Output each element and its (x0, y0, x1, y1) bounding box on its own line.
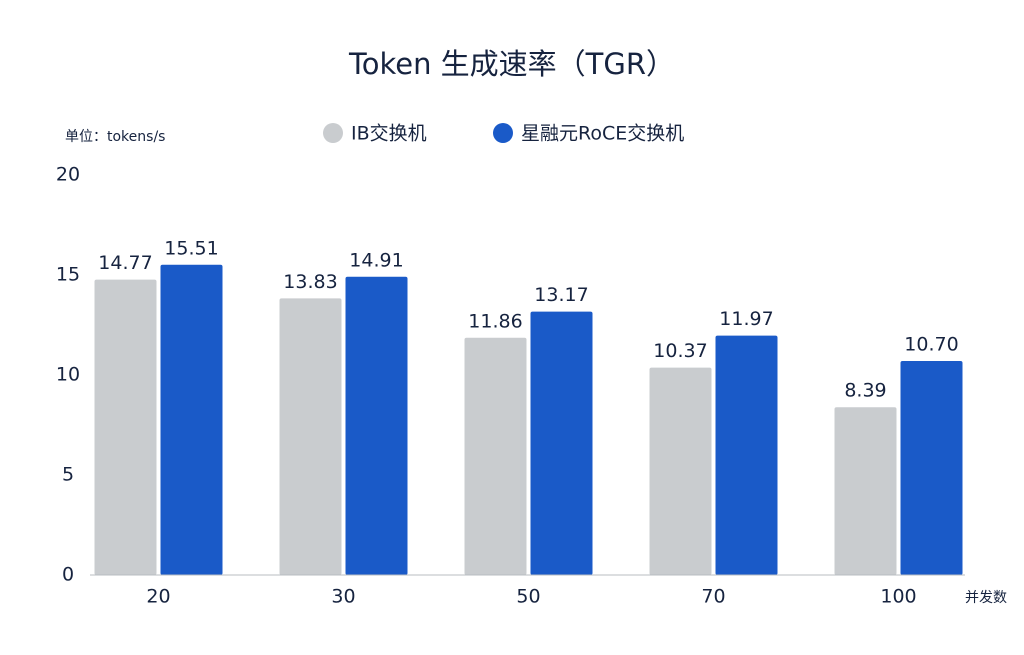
value-label: 15.51 (164, 237, 218, 259)
legend-swatch (493, 123, 513, 143)
value-label: 13.17 (534, 284, 588, 306)
y-tick-label: 15 (56, 264, 80, 286)
bar (279, 298, 342, 575)
chart-title: Token 生成速率（TGR） (348, 47, 675, 81)
y-tick-label: 20 (56, 164, 80, 186)
x-tick-label: 30 (331, 586, 355, 608)
value-label: 11.86 (468, 310, 522, 332)
y-tick-label: 10 (56, 364, 80, 386)
y-tick-label: 0 (62, 564, 74, 586)
value-label: 11.97 (719, 308, 773, 330)
bar (94, 279, 157, 575)
legend-label: IB交换机 (351, 123, 427, 145)
y-tick-label: 5 (62, 464, 74, 486)
x-tick-label: 50 (516, 586, 540, 608)
legend-swatch (323, 123, 343, 143)
x-tick-label: 100 (880, 586, 916, 608)
value-label: 10.37 (653, 340, 707, 362)
x-tick-label: 70 (701, 586, 725, 608)
bar (900, 361, 963, 575)
value-label: 14.91 (349, 249, 403, 271)
value-label: 13.83 (283, 271, 337, 293)
x-tick-label: 20 (146, 586, 170, 608)
bar (715, 335, 778, 575)
bar (464, 337, 527, 575)
bar (345, 276, 408, 575)
legend-label: 星融元RoCE交换机 (521, 123, 684, 145)
bar (160, 264, 223, 575)
bar (834, 407, 897, 575)
value-label: 8.39 (844, 380, 886, 402)
bar (649, 367, 712, 575)
bar (530, 311, 593, 575)
value-label: 10.70 (904, 334, 958, 356)
x-axis-label: 并发数 (965, 590, 1007, 606)
unit-label: 单位：tokens/s (65, 129, 165, 145)
value-label: 14.77 (98, 252, 152, 274)
